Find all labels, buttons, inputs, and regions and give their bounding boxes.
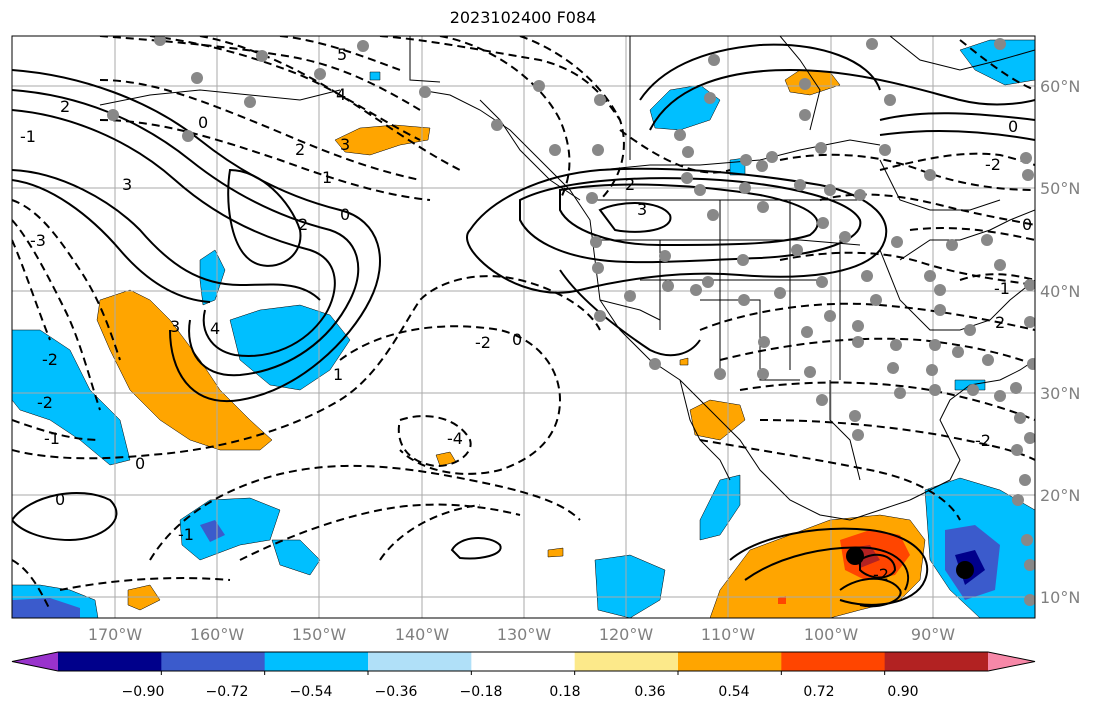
svg-text:-1: -1 (994, 279, 1010, 298)
map-plot-area: 5 4 3 2 1 0 -2 -1 3 2 0 -3 3 4 1 -1 0 -2… (12, 36, 1035, 618)
svg-text:2: 2 (60, 97, 70, 116)
svg-text:-2: -2 (475, 333, 491, 352)
svg-text:2: 2 (295, 140, 305, 159)
lat-lon-grid (12, 36, 1035, 618)
svg-text:30°N: 30°N (1040, 384, 1080, 403)
svg-text:-3: -3 (30, 231, 46, 250)
colorbar (11, 651, 1036, 675)
colorbar-segment (368, 652, 472, 671)
svg-text:60°N: 60°N (1040, 77, 1080, 96)
svg-text:3: 3 (637, 200, 647, 219)
positive-contours (12, 43, 1035, 608)
svg-text:140°W: 140°W (395, 625, 450, 644)
svg-text:−0.54: −0.54 (290, 684, 333, 700)
svg-text:0: 0 (1022, 215, 1032, 234)
colorbar-segment (678, 652, 782, 671)
svg-text:130°W: 130°W (497, 625, 552, 644)
svg-text:2: 2 (298, 215, 308, 234)
svg-text:0.18: 0.18 (549, 684, 580, 700)
svg-text:3: 3 (340, 135, 350, 154)
svg-text:-2: -2 (975, 431, 991, 450)
svg-text:0: 0 (55, 490, 65, 509)
svg-text:-1: -1 (178, 525, 194, 544)
svg-text:−0.36: −0.36 (375, 684, 418, 700)
svg-text:-1: -1 (44, 429, 60, 448)
contour-labels: 5 4 3 2 1 0 -2 -1 3 2 0 -3 3 4 1 -1 0 -2… (20, 45, 1032, 584)
negative-contours (12, 36, 1035, 611)
colorbar-segment (471, 652, 576, 671)
longitude-labels: 170°W 160°W 150°W 140°W 130°W 120°W 110°… (88, 625, 955, 644)
svg-text:−0.72: −0.72 (206, 684, 249, 700)
svg-text:2: 2 (625, 175, 635, 194)
svg-text:3: 3 (170, 317, 180, 336)
colorbar-segment (781, 652, 886, 671)
svg-text:0.72: 0.72 (803, 684, 834, 700)
svg-text:10°N: 10°N (1040, 588, 1080, 607)
svg-text:-2: -2 (873, 565, 889, 584)
coastlines (99, 36, 1035, 521)
svg-text:0: 0 (1008, 117, 1018, 136)
colorbar-segment (264, 652, 369, 671)
svg-text:0: 0 (512, 330, 522, 349)
negative-anomaly-shading (12, 39, 1035, 618)
colorbar-tick-labels: −0.90 −0.72 −0.54 −0.36 −0.18 0.18 0.36 … (122, 684, 919, 700)
svg-text:90°W: 90°W (911, 625, 955, 644)
svg-text:-2: -2 (37, 393, 53, 412)
svg-text:4: 4 (336, 85, 346, 104)
svg-text:0: 0 (135, 454, 145, 473)
colorbar-segment (884, 652, 989, 671)
svg-text:120°W: 120°W (599, 625, 654, 644)
svg-text:3: 3 (122, 175, 132, 194)
svg-text:150°W: 150°W (292, 625, 347, 644)
colorbar-segment (161, 652, 266, 671)
plot-frame (11, 35, 1036, 619)
svg-text:-1: -1 (20, 127, 36, 146)
colorbar-segment (58, 652, 162, 671)
svg-text:50°N: 50°N (1040, 179, 1080, 198)
svg-text:2: 2 (995, 313, 1005, 332)
svg-text:0.54: 0.54 (718, 684, 749, 700)
svg-text:40°N: 40°N (1040, 282, 1080, 301)
svg-text:1: 1 (333, 365, 343, 384)
svg-text:0: 0 (198, 113, 208, 132)
latitude-labels: 60°N 50°N 40°N 30°N 20°N 10°N (1040, 77, 1080, 607)
svg-text:1: 1 (322, 168, 332, 187)
colorbar-segment (574, 652, 679, 671)
svg-text:−0.90: −0.90 (122, 684, 165, 700)
svg-text:-2: -2 (42, 350, 58, 369)
colorbar-extend-min (12, 652, 58, 671)
colorbar-extend-max (988, 652, 1035, 671)
svg-text:100°W: 100°W (804, 625, 859, 644)
svg-text:170°W: 170°W (88, 625, 143, 644)
colorbar-outline (11, 651, 1036, 672)
svg-text:0: 0 (340, 205, 350, 224)
svg-text:4: 4 (210, 319, 220, 338)
svg-text:110°W: 110°W (701, 625, 756, 644)
station-markers (107, 36, 1035, 606)
svg-text:-2: -2 (985, 155, 1001, 174)
svg-text:-4: -4 (447, 429, 463, 448)
svg-text:160°W: 160°W (190, 625, 245, 644)
map-title: 2023102400 F084 (449, 8, 597, 27)
svg-text:−0.18: −0.18 (460, 684, 503, 700)
svg-text:0.36: 0.36 (634, 684, 665, 700)
svg-text:5: 5 (337, 45, 347, 64)
svg-text:0.90: 0.90 (887, 684, 918, 700)
highlighted-points (846, 547, 974, 579)
svg-text:20°N: 20°N (1040, 486, 1080, 505)
